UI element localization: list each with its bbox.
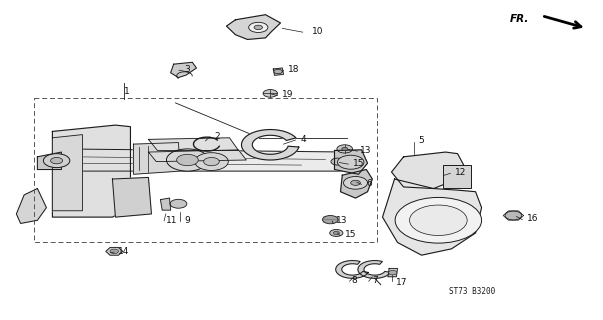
Polygon shape bbox=[106, 247, 122, 255]
Polygon shape bbox=[336, 260, 368, 278]
Circle shape bbox=[505, 211, 522, 220]
Polygon shape bbox=[227, 15, 280, 39]
Text: 19: 19 bbox=[282, 91, 294, 100]
Circle shape bbox=[344, 177, 367, 189]
Polygon shape bbox=[382, 179, 482, 255]
Polygon shape bbox=[171, 62, 197, 77]
Circle shape bbox=[337, 145, 353, 153]
Text: FR.: FR. bbox=[510, 14, 529, 24]
Polygon shape bbox=[148, 138, 238, 150]
Polygon shape bbox=[341, 170, 372, 198]
Bar bbox=[34, 98, 376, 243]
Polygon shape bbox=[388, 268, 397, 277]
Circle shape bbox=[263, 90, 277, 97]
Text: 9: 9 bbox=[185, 216, 190, 225]
Circle shape bbox=[333, 231, 339, 235]
Circle shape bbox=[342, 147, 348, 150]
Circle shape bbox=[254, 25, 262, 30]
Circle shape bbox=[51, 157, 63, 164]
Polygon shape bbox=[52, 135, 83, 211]
Circle shape bbox=[110, 249, 118, 253]
Text: 11: 11 bbox=[166, 216, 178, 225]
Circle shape bbox=[274, 69, 282, 74]
Text: 10: 10 bbox=[312, 27, 324, 36]
Text: 15: 15 bbox=[345, 230, 356, 239]
Circle shape bbox=[409, 205, 467, 236]
Circle shape bbox=[195, 153, 229, 171]
Text: 16: 16 bbox=[526, 214, 538, 223]
Polygon shape bbox=[358, 260, 391, 278]
Circle shape bbox=[351, 180, 361, 185]
Text: 8: 8 bbox=[352, 276, 357, 285]
Polygon shape bbox=[391, 152, 464, 188]
Text: ST73 B3200: ST73 B3200 bbox=[449, 287, 495, 296]
Polygon shape bbox=[37, 152, 62, 170]
Polygon shape bbox=[241, 130, 298, 160]
Text: 18: 18 bbox=[288, 65, 300, 74]
Polygon shape bbox=[160, 198, 171, 210]
Circle shape bbox=[338, 155, 364, 169]
Text: 5: 5 bbox=[418, 136, 425, 146]
Text: 14: 14 bbox=[118, 247, 130, 257]
Text: 3: 3 bbox=[185, 65, 190, 74]
Circle shape bbox=[388, 270, 397, 275]
Polygon shape bbox=[62, 149, 350, 171]
Circle shape bbox=[166, 149, 209, 171]
Text: 6: 6 bbox=[367, 179, 372, 188]
Text: 12: 12 bbox=[455, 168, 466, 177]
Text: 17: 17 bbox=[396, 278, 408, 287]
Circle shape bbox=[170, 199, 187, 208]
Circle shape bbox=[395, 197, 482, 243]
Text: 15: 15 bbox=[353, 159, 364, 168]
Circle shape bbox=[248, 22, 268, 32]
Polygon shape bbox=[335, 150, 367, 174]
Polygon shape bbox=[16, 188, 46, 223]
Text: 13: 13 bbox=[361, 146, 372, 155]
Polygon shape bbox=[52, 125, 130, 217]
Circle shape bbox=[204, 157, 219, 166]
Circle shape bbox=[323, 215, 338, 224]
Circle shape bbox=[331, 158, 344, 165]
Circle shape bbox=[177, 154, 198, 166]
Polygon shape bbox=[148, 150, 246, 162]
Text: 13: 13 bbox=[336, 216, 348, 225]
Polygon shape bbox=[133, 142, 180, 174]
Text: 1: 1 bbox=[124, 87, 130, 96]
Text: 7: 7 bbox=[372, 276, 378, 285]
Bar bbox=[443, 165, 472, 188]
Circle shape bbox=[43, 154, 70, 168]
Circle shape bbox=[330, 229, 343, 236]
Polygon shape bbox=[112, 178, 151, 217]
Text: 4: 4 bbox=[300, 135, 306, 144]
Polygon shape bbox=[273, 68, 283, 75]
Text: 2: 2 bbox=[215, 132, 220, 141]
